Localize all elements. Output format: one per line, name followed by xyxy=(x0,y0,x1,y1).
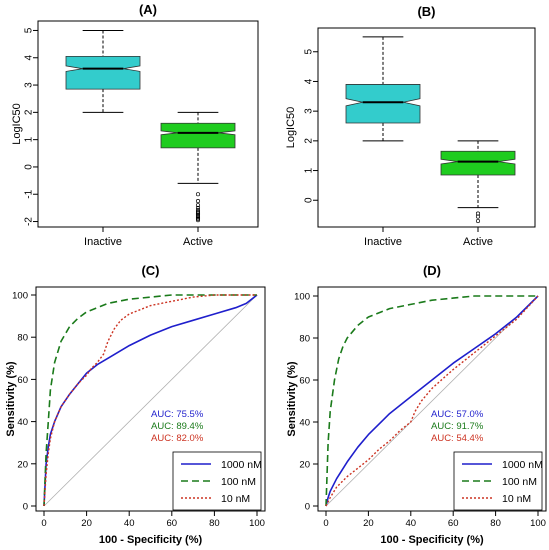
roc-curve-1000nm xyxy=(43,294,258,507)
x-tick-label: 0 xyxy=(41,518,46,529)
auc-annotation: AUC: 82.0% xyxy=(151,433,204,444)
auc-annotation: AUC: 57.0% xyxy=(431,409,484,420)
y-tick-label: 1 xyxy=(24,136,35,142)
y-axis-label: Sensitivity (%) xyxy=(286,361,298,437)
legend-label: 10 nM xyxy=(221,493,250,505)
box-active xyxy=(440,150,516,176)
auc-annotation: AUC: 89.4% xyxy=(151,421,204,432)
legend-label: 1000 nM xyxy=(221,459,262,471)
x-category-label: Active xyxy=(463,236,493,248)
x-axis-label: 100 - Specificity (%) xyxy=(99,534,203,546)
panel-b: (B) 0 1 2 3 4 5 LogIC50 Inactive Active xyxy=(285,4,536,248)
y-tick-label: 60 xyxy=(299,376,310,387)
outlier-point xyxy=(195,209,201,215)
reference-diagonal xyxy=(325,295,539,507)
roc-curve-10nm xyxy=(325,295,539,507)
x-tick-label: 80 xyxy=(209,518,220,529)
outlier-point xyxy=(195,216,201,221)
x-tick-label: 60 xyxy=(167,518,178,529)
plot-frame xyxy=(35,286,266,512)
box-inactive xyxy=(65,55,141,90)
y-tick-label: 3 xyxy=(24,82,35,88)
x-tick-label: 0 xyxy=(323,518,328,529)
roc-curve-100nm xyxy=(43,294,257,507)
roc-curve-1000nm xyxy=(325,295,539,507)
x-tick-label: 20 xyxy=(363,518,374,529)
outlier-point xyxy=(195,215,201,220)
panel-label: (D) xyxy=(423,263,441,278)
outlier-point xyxy=(195,199,201,204)
x-tick-label: 80 xyxy=(490,518,501,529)
legend-label: 1000 nM xyxy=(502,459,543,471)
outlier-point xyxy=(475,211,481,216)
legend-label: 100 nM xyxy=(502,476,537,488)
x-tick-label: 100 xyxy=(249,518,265,529)
x-tick-label: 40 xyxy=(406,518,417,529)
x-tick-label: 20 xyxy=(81,518,92,529)
outlier-point xyxy=(195,203,201,208)
y-tick-label: 2 xyxy=(304,138,315,144)
outlier-point xyxy=(195,212,201,217)
y-tick-label: 80 xyxy=(17,333,28,344)
outlier-point xyxy=(475,218,481,224)
y-tick-label: 40 xyxy=(17,417,28,428)
outlier-point xyxy=(475,214,481,219)
box-active xyxy=(160,122,236,149)
y-tick-label: 80 xyxy=(299,334,310,345)
outlier-point xyxy=(195,192,201,197)
legend-label: 100 nM xyxy=(221,476,256,488)
x-tick-label: 40 xyxy=(124,518,135,529)
outlier-point xyxy=(195,218,201,223)
outlier-point xyxy=(195,214,201,219)
y-tick-label: -2 xyxy=(24,217,35,226)
plot-frame xyxy=(37,20,259,228)
y-tick-label: 1 xyxy=(304,167,315,173)
panel-label: (B) xyxy=(417,4,435,19)
y-tick-label: 0 xyxy=(24,164,35,170)
outlier-point xyxy=(195,205,201,210)
y-tick-label: 2 xyxy=(24,109,35,115)
plot-frame xyxy=(317,27,536,228)
auc-annotation: AUC: 54.4% xyxy=(431,433,484,444)
y-tick-label: 0 xyxy=(23,502,28,513)
y-tick-label: 100 xyxy=(294,292,310,303)
x-axis-label: 100 - Specificity (%) xyxy=(380,534,484,546)
panel-a: (A) -2 -1 0 1 2 3 4 5 LogIC50 Inactive Active xyxy=(11,2,259,248)
auc-annotation: AUC: 91.7% xyxy=(431,421,484,432)
y-tick-label: 20 xyxy=(17,459,28,470)
y-tick-label: 4 xyxy=(24,55,35,61)
plot-frame xyxy=(317,286,547,512)
x-category-label: Inactive xyxy=(84,236,122,248)
panel-label: (A) xyxy=(139,2,157,17)
legend-label: 10 nM xyxy=(502,493,531,505)
y-tick-label: -1 xyxy=(24,189,35,198)
y-tick-label: 0 xyxy=(305,502,310,513)
x-tick-label: 60 xyxy=(448,518,459,529)
panel-c: (C) 0 20 40 60 80 100 0 20 40 60 80 100 100 - Specifi… xyxy=(5,263,266,546)
y-axis-label: LogIC50 xyxy=(11,103,23,145)
y-tick-label: 60 xyxy=(17,375,28,386)
y-tick-label: 5 xyxy=(24,27,35,33)
auc-annotation: AUC: 75.5% xyxy=(151,409,204,420)
y-axis-label: LogIC50 xyxy=(285,107,297,149)
x-category-label: Inactive xyxy=(364,236,402,248)
x-tick-label: 100 xyxy=(530,518,546,529)
y-tick-label: 4 xyxy=(304,78,315,84)
y-tick-label: 20 xyxy=(299,460,310,471)
y-tick-label: 100 xyxy=(12,291,28,302)
y-tick-label: 0 xyxy=(304,197,315,203)
y-tick-label: 40 xyxy=(299,418,310,429)
outlier-point xyxy=(195,211,201,216)
y-tick-label: 5 xyxy=(304,49,315,55)
panel-d: (D) 0 20 40 60 80 100 0 20 40 60 80 100 100 - Specifi… xyxy=(286,263,547,546)
y-axis-label: Sensitivity (%) xyxy=(5,361,17,437)
y-tick-label: 3 xyxy=(304,108,315,114)
roc-curve-100nm xyxy=(325,295,538,507)
reference-diagonal xyxy=(43,294,258,507)
x-category-label: Active xyxy=(183,236,213,248)
roc-curve-10nm xyxy=(43,294,257,507)
box-inactive xyxy=(345,84,421,124)
panel-label: (C) xyxy=(141,263,159,278)
